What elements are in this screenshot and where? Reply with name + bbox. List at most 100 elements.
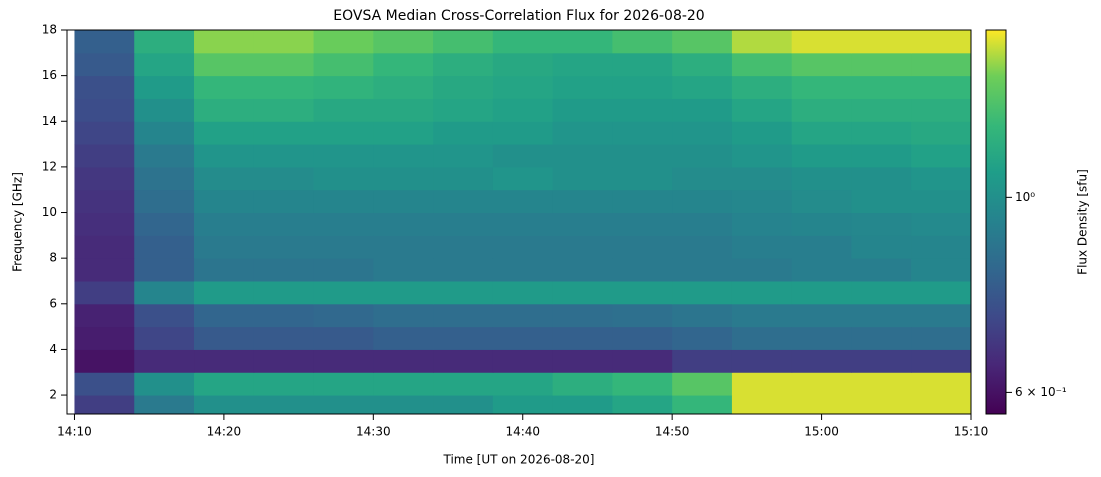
- heatmap-cell: [791, 395, 852, 414]
- heatmap-cell: [433, 98, 494, 122]
- y-tick-label: 8: [49, 251, 57, 265]
- heatmap-cell: [492, 235, 554, 259]
- heatmap-cell: [612, 395, 673, 414]
- heatmap-cell: [791, 98, 852, 122]
- heatmap-cell: [313, 349, 374, 373]
- y-axis-label: Frequency [GHz]: [11, 172, 25, 272]
- heatmap-cell: [731, 349, 793, 373]
- heatmap-cell: [373, 189, 434, 214]
- heatmap-cell: [731, 75, 793, 99]
- heatmap-cell: [74, 166, 135, 191]
- heatmap-cell: [74, 189, 135, 214]
- heatmap-cell: [373, 121, 434, 145]
- heatmap-cell: [194, 235, 255, 259]
- heatmap-cell: [911, 349, 971, 373]
- heatmap-cell: [492, 52, 554, 77]
- heatmap-cell: [373, 258, 434, 282]
- heatmap-cell: [194, 52, 255, 77]
- colorbar-tick-label: 10⁰: [1015, 190, 1035, 204]
- heatmap-cell: [194, 98, 255, 122]
- heatmap-cell: [74, 372, 135, 396]
- x-tick-label: 14:20: [207, 425, 242, 439]
- x-tick-label: 14:50: [655, 425, 690, 439]
- heatmap-cell: [134, 30, 195, 54]
- heatmap-cell: [612, 30, 673, 54]
- heatmap-cell: [74, 121, 135, 145]
- heatmap-cell: [492, 372, 554, 396]
- y-tick-label: 12: [42, 159, 57, 173]
- heatmap-cell: [552, 30, 613, 54]
- x-tick-label: 15:00: [804, 425, 839, 439]
- heatmap-cell: [612, 326, 673, 350]
- heatmap-cell: [911, 98, 971, 122]
- heatmap-cell: [492, 98, 554, 122]
- heatmap-cell: [552, 303, 613, 328]
- heatmap-cell: [911, 52, 971, 77]
- heatmap-cell: [253, 30, 315, 54]
- heatmap-cell: [313, 395, 374, 414]
- heatmap-cell: [433, 144, 494, 168]
- x-tick-label: 14:40: [505, 425, 540, 439]
- heatmap-cell: [552, 235, 613, 259]
- heatmap-cell: [433, 235, 494, 259]
- heatmap-cell: [612, 52, 673, 77]
- heatmap-cell: [433, 52, 494, 77]
- heatmap-cell: [672, 30, 733, 54]
- heatmap-cell: [433, 212, 494, 236]
- heatmap-cell: [253, 280, 315, 305]
- heatmap-cell: [911, 258, 971, 282]
- heatmap-cell: [492, 349, 554, 373]
- heatmap-cell: [911, 166, 971, 191]
- heatmap-cell: [851, 121, 912, 145]
- heatmap-cell: [791, 212, 852, 236]
- heatmap-cell: [134, 372, 195, 396]
- heatmap-cell: [74, 395, 135, 414]
- heatmap-cell: [851, 235, 912, 259]
- heatmap-cell: [134, 166, 195, 191]
- heatmap-cell: [552, 395, 613, 414]
- heatmap-cell: [851, 144, 912, 168]
- heatmap-cell: [313, 75, 374, 99]
- heatmap-cell: [672, 144, 733, 168]
- heatmap-cell: [253, 212, 315, 236]
- heatmap-cell: [851, 75, 912, 99]
- heatmap-cell: [253, 121, 315, 145]
- heatmap-cell: [851, 166, 912, 191]
- chart-title: EOVSA Median Cross-Correlation Flux for …: [333, 8, 704, 24]
- heatmap-cell: [612, 235, 673, 259]
- heatmap-cell: [612, 212, 673, 236]
- heatmap-cell: [851, 372, 912, 396]
- heatmap-cell: [791, 121, 852, 145]
- heatmap-cell: [313, 121, 374, 145]
- heatmap-cell: [373, 395, 434, 414]
- heatmap-cell: [313, 235, 374, 259]
- heatmap-cell: [612, 144, 673, 168]
- heatmap-cell: [851, 280, 912, 305]
- heatmap-cell: [791, 166, 852, 191]
- heatmap-cell: [74, 303, 135, 328]
- heatmap-cell: [433, 121, 494, 145]
- heatmap-cell: [731, 144, 793, 168]
- heatmap-cell: [313, 326, 374, 350]
- heatmap-cell: [552, 189, 613, 214]
- heatmap-cell: [134, 326, 195, 350]
- heatmap-cell: [851, 189, 912, 214]
- heatmap-cell: [791, 303, 852, 328]
- heatmap-cell: [194, 75, 255, 99]
- heatmap-cell: [492, 166, 554, 191]
- heatmap-cell: [731, 235, 793, 259]
- heatmap-cell: [194, 189, 255, 214]
- heatmap-cell: [672, 372, 733, 396]
- colorbar-label: Flux Density [sfu]: [1076, 169, 1090, 275]
- heatmap-cell: [672, 395, 733, 414]
- heatmap-cell: [433, 326, 494, 350]
- heatmap-cell: [492, 144, 554, 168]
- y-tick-label: 6: [49, 296, 57, 310]
- heatmap-cell: [552, 166, 613, 191]
- heatmap-cell: [313, 30, 374, 54]
- heatmap-cell: [791, 235, 852, 259]
- heatmap-cell: [731, 189, 793, 214]
- heatmap-cell: [672, 235, 733, 259]
- heatmap-cell: [492, 75, 554, 99]
- heatmap-cell: [731, 121, 793, 145]
